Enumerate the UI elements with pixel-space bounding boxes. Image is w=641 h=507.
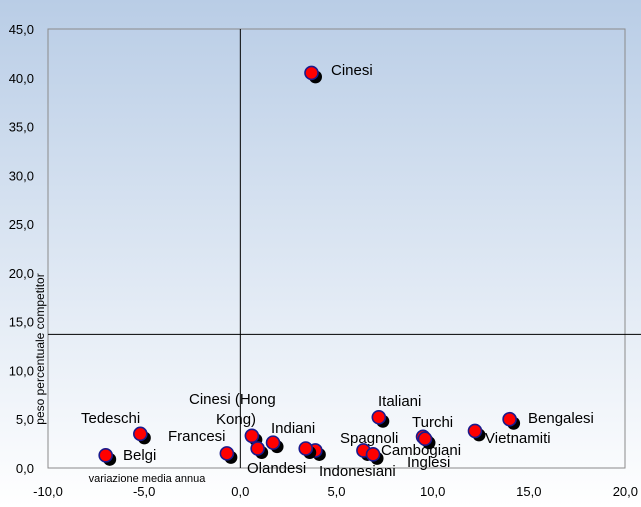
point-label-indiani: Indiani xyxy=(271,420,315,437)
point-label-spagnoli: Spagnoli xyxy=(340,430,398,447)
y-axis-ticks: 0,0 5,0 10,0 15,0 20,0 25,0 30,0 35,0 40,0 45,0 xyxy=(9,22,34,476)
point-label-inglesi: Inglesi xyxy=(407,454,450,471)
data-point xyxy=(250,441,269,459)
x-tick-label: -10,0 xyxy=(33,484,63,499)
point-label-belgi: Belgi xyxy=(123,447,156,464)
data-point xyxy=(298,441,317,459)
point-label-italiani: Italiani xyxy=(378,393,421,410)
point-label-turchi: Turchi xyxy=(412,414,453,431)
x-tick-label: 10,0 xyxy=(420,484,445,499)
data-point xyxy=(98,448,117,466)
point-labels: Cinesi Tedeschi Belgi Francesi Cinesi (H… xyxy=(81,62,594,480)
y-tick-label: 20,0 xyxy=(9,266,34,281)
plot-area xyxy=(47,28,626,469)
point-label-cambogiani: Cambogiani xyxy=(381,442,461,459)
data-point xyxy=(219,446,238,464)
point-label-francesi: Francesi xyxy=(168,428,226,445)
y-tick-label: 0,0 xyxy=(16,461,34,476)
data-point xyxy=(371,409,390,428)
data-point-marker xyxy=(98,448,113,463)
data-point-marker xyxy=(365,447,381,462)
point-label-indonesiani: Indonesiani xyxy=(319,463,396,480)
y-tick-label: 30,0 xyxy=(9,168,34,183)
data-point-marker xyxy=(304,65,319,81)
x-tick-label: 5,0 xyxy=(327,484,345,499)
data-point xyxy=(133,426,151,445)
x-tick-label: 20,0 xyxy=(613,484,638,499)
x-tick-label: 15,0 xyxy=(516,484,541,499)
x-tick-label: -5,0 xyxy=(133,484,155,499)
y-tick-label: 35,0 xyxy=(9,120,34,135)
data-point xyxy=(265,435,284,454)
reference-lines xyxy=(48,29,641,468)
point-label-cinesi-hong-kong: Cinesi (Hong Kong) xyxy=(189,391,276,428)
data-point xyxy=(417,431,436,450)
data-point xyxy=(467,423,486,442)
point-label-vietnamiti: Vietnamiti xyxy=(485,430,551,447)
y-tick-label: 5,0 xyxy=(16,412,34,427)
data-point-marker xyxy=(250,441,265,456)
point-label-tedeschi: Tedeschi xyxy=(81,410,140,427)
data-point xyxy=(502,411,521,430)
x-axis-label: variazione media annua xyxy=(89,473,207,485)
y-tick-label: 10,0 xyxy=(9,363,34,378)
data-point-marker xyxy=(467,423,483,439)
data-point-marker xyxy=(244,428,260,444)
point-label-cinesi: Cinesi xyxy=(331,62,373,79)
y-tick-label: 25,0 xyxy=(9,217,34,232)
y-axis-label: peso percentuale competitor xyxy=(33,273,47,424)
data-point-marker xyxy=(219,446,235,461)
y-tick-label: 15,0 xyxy=(9,315,34,330)
data-point xyxy=(365,447,384,465)
data-point-marker xyxy=(502,411,517,427)
data-point-marker xyxy=(417,431,433,447)
data-points xyxy=(98,65,521,466)
point-label-olandesi: Olandesi xyxy=(247,460,306,477)
y-tick-label: 45,0 xyxy=(9,22,34,37)
data-point xyxy=(304,65,322,84)
x-tick-label: 0,0 xyxy=(231,484,249,499)
data-point-marker xyxy=(298,441,314,456)
data-point-marker xyxy=(265,435,281,450)
y-tick-label: 40,0 xyxy=(9,71,34,86)
x-axis-ticks: -10,0 -5,0 0,0 5,0 10,0 15,0 20,0 xyxy=(33,484,638,499)
point-label-bengalesi: Bengalesi xyxy=(528,410,594,427)
data-point-marker xyxy=(371,409,387,425)
data-point-marker xyxy=(133,426,148,442)
